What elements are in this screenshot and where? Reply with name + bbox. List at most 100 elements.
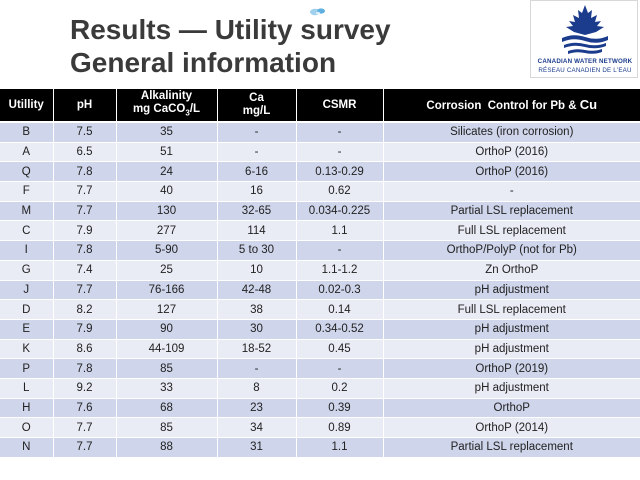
cell-ph: 7.7 [53, 280, 117, 301]
cell-ph: 8.2 [53, 299, 117, 320]
cell-corrosion-control: pH adjustment [383, 378, 640, 399]
table-row: L 9.2 33 8 0.2 pH adjustment [0, 378, 640, 399]
table-row: N 7.7 88 31 1.1 Partial LSL replacement [0, 437, 640, 458]
table-row: I 7.8 5-90 5 to 30- OrthoP/PolyP (not for Pb… [0, 240, 640, 261]
cell-ca: 18-52 [217, 339, 297, 360]
header-corrosion-cu: Cu [579, 96, 598, 112]
cell-corrosion-control: OrthoP (2016) [383, 142, 640, 163]
title-line-2: General information [70, 47, 337, 78]
cell-alkalinity: 127 [116, 299, 218, 320]
table-row: O 7.7 85 34 0.89 OrthoP (2014) [0, 417, 640, 438]
cell-corrosion-control: Partial LSL replacement [383, 437, 640, 458]
header-alkalinity-unit-end: /L [189, 103, 201, 116]
cell-utility: K [0, 339, 54, 360]
cell-utility: I [0, 240, 54, 261]
cell-alkalinity: 277 [116, 220, 218, 242]
cell-ph: 7.9 [53, 220, 117, 242]
header-alkalinity-unit: mg CaCO [132, 103, 186, 116]
logo-text-french: RÉSEAU CANADIEN DE L'EAU [538, 67, 632, 74]
header-alkalinity-subscript: 3 [185, 108, 190, 118]
cell-alkalinity: 51 [116, 142, 218, 163]
table-row: P 7.8 85- - OrthoP (2019) [0, 358, 640, 379]
header-ca: Ca mg/L [217, 89, 297, 123]
cell-ph: 7.8 [53, 240, 117, 261]
table-row: A 6.5 51- - OrthoP (2016) [0, 142, 640, 163]
cell-utility: G [0, 260, 54, 281]
cell-alkalinity: 24 [116, 161, 218, 183]
cell-corrosion-control: pH adjustment [383, 319, 640, 340]
cell-alkalinity: 44-109 [116, 339, 218, 360]
cell-ph: 7.8 [53, 358, 117, 379]
cell-ca: 42-48 [217, 280, 297, 301]
cell-alkalinity: 33 [116, 378, 218, 399]
cell-ca: 31 [217, 437, 297, 458]
header-ca-line1: Ca [249, 92, 264, 104]
cell-csmr: 0.14 [296, 299, 384, 320]
slide-title: Results — Utility survey General informa… [70, 13, 391, 79]
cell-utility: B [0, 122, 54, 143]
cell-utility: M [0, 201, 54, 222]
cell-ca: - [217, 122, 297, 143]
cell-corrosion-control: OrthoP (2016) [383, 161, 640, 183]
cell-ph: 7.6 [53, 398, 117, 419]
cell-ca: 34 [217, 417, 297, 438]
cell-ca: 5 to 30 [217, 240, 297, 261]
cell-ca: 10 [217, 260, 297, 281]
cell-corrosion-control: OrthoP (2014) [383, 417, 640, 438]
cell-alkalinity: 68 [116, 398, 218, 419]
cell-csmr: 0.034-0.225 [296, 201, 384, 222]
table-row: K 8.6 44-109 18-52 0.45 pH adjustment [0, 339, 640, 360]
cell-ca: 38 [217, 299, 297, 320]
cell-ph: 7.9 [53, 319, 117, 340]
cell-alkalinity: 90 [116, 319, 218, 340]
table-row: C 7.9 277 114 1.1 Full LSL replacement [0, 220, 640, 242]
header-alkalinity-line1: Alkalinity [140, 90, 193, 103]
table-body: B 7.5 35- - Silicates (iron corrosion) A 6.5 51… [0, 122, 640, 458]
cell-csmr: 1.1 [296, 220, 384, 242]
header-corrosion-text: Corrosion Control for Pb & [426, 99, 580, 112]
cell-utility: C [0, 220, 54, 242]
table-row: H 7.6 68 23 0.39 OrthoP [0, 398, 640, 419]
cell-ca: 114 [217, 220, 297, 242]
cell-csmr: 0.89 [296, 417, 384, 438]
header-utility: Utillity [0, 89, 54, 123]
cell-csmr: - [296, 142, 384, 163]
cell-corrosion-control: OrthoP [383, 398, 640, 419]
cell-utility: A [0, 142, 54, 163]
cell-utility: Q [0, 161, 54, 183]
cell-corrosion-control: OrthoP (2019) [383, 358, 640, 379]
cell-corrosion-control: Full LSL replacement [383, 299, 640, 320]
header-ph: pH [53, 89, 117, 123]
cell-ph: 7.7 [53, 417, 117, 438]
cell-alkalinity: 85 [116, 358, 218, 379]
table-row: Q 7.8 24 6-16 0.13-0.29 OrthoP (2016) [0, 161, 640, 183]
cell-ca: 23 [217, 398, 297, 419]
cell-alkalinity: 76-166 [116, 280, 218, 301]
header-corrosion-control: Corrosion Control for Pb & Cu [383, 89, 640, 123]
cell-csmr: 0.02-0.3 [296, 280, 384, 301]
cell-ph: 7.7 [53, 181, 117, 202]
canadian-water-network-logo: CANADIAN WATER NETWORK RÉSEAU CANADIEN D… [530, 0, 638, 78]
header-ca-unit: mg/L [242, 105, 271, 117]
cell-csmr: 0.39 [296, 398, 384, 419]
table-row: B 7.5 35- - Silicates (iron corrosion) [0, 122, 640, 143]
table-row: G 7.4 25 10 1.1-1.2 Zn OrthoP [0, 260, 640, 281]
header-csmr: CSMR [296, 89, 384, 123]
cell-ca: 16 [217, 181, 297, 202]
decorative-bubbles-icon [310, 8, 325, 16]
cell-csmr: 0.13-0.29 [296, 161, 384, 183]
cell-corrosion-control: OrthoP/PolyP (not for Pb) [383, 240, 640, 261]
table-row: J 7.7 76-166 42-48 0.02-0.3 pH adjustment [0, 280, 640, 301]
cell-ph: 7.7 [53, 437, 117, 458]
cell-alkalinity: 25 [116, 260, 218, 281]
cell-csmr: 0.34-0.52 [296, 319, 384, 340]
cell-utility: L [0, 378, 54, 399]
cell-alkalinity: 85 [116, 417, 218, 438]
cell-ca: - [217, 142, 297, 163]
cell-csmr: - [296, 240, 384, 261]
table-row: M 7.7 130 32-65 0.034-0.225 Partial LSL repla… [0, 201, 640, 222]
table-row: F 7.7 40 16 0.62- [0, 181, 640, 202]
header-alkalinity: Alkalinity mg CaCO3/L [116, 89, 218, 123]
cell-corrosion-control: Full LSL replacement [383, 220, 640, 242]
